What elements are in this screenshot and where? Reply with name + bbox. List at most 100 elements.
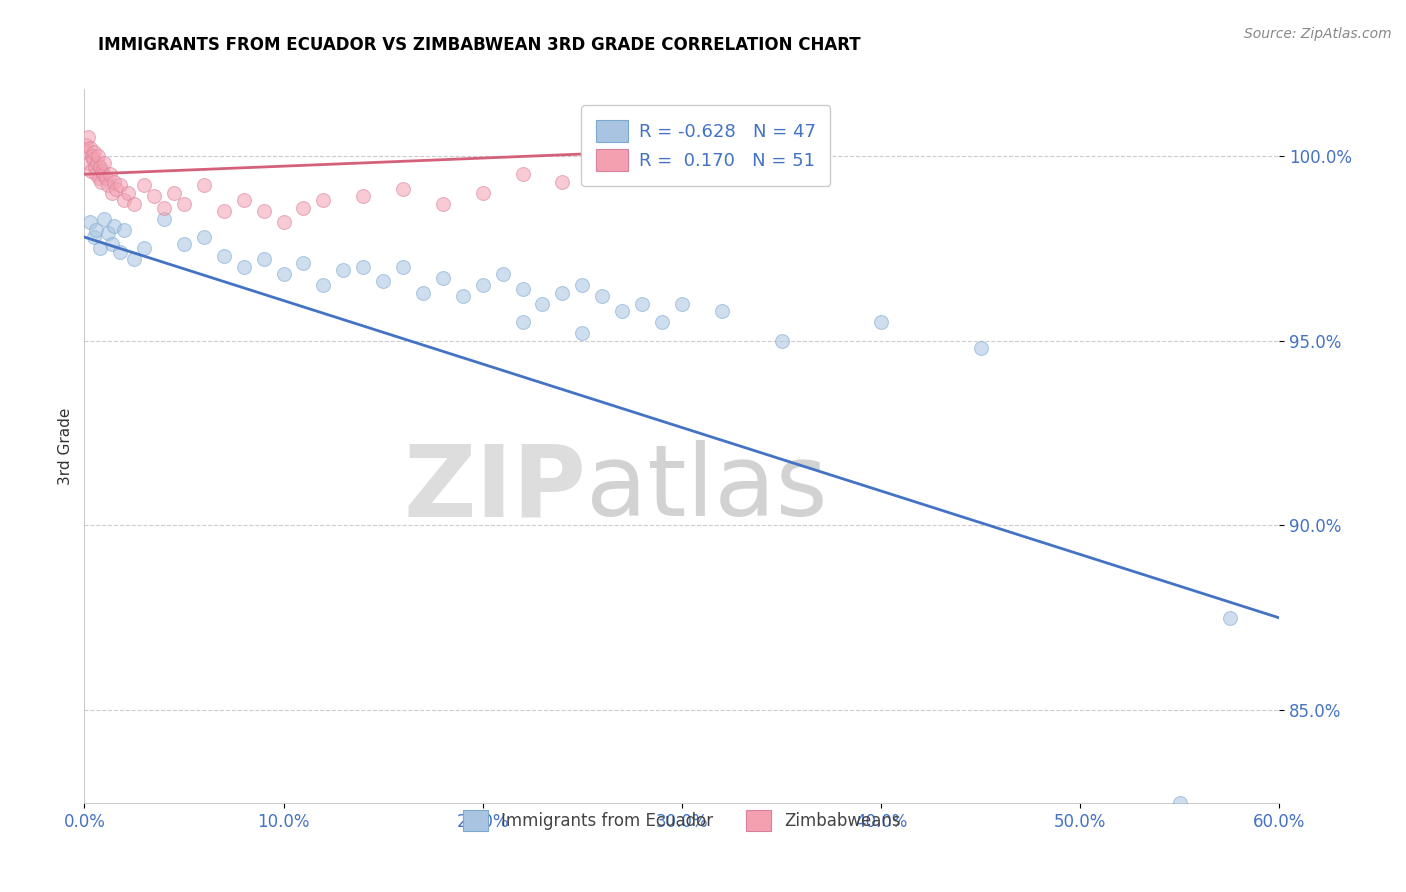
Point bbox=[631, 167, 654, 181]
Point bbox=[571, 278, 593, 293]
Point bbox=[112, 193, 135, 207]
Point bbox=[710, 141, 733, 155]
Point bbox=[352, 189, 374, 203]
Point bbox=[153, 211, 176, 226]
Point bbox=[79, 215, 101, 229]
Point bbox=[512, 282, 534, 296]
Point bbox=[193, 178, 215, 193]
Point bbox=[153, 201, 176, 215]
Point bbox=[631, 296, 654, 310]
Point bbox=[82, 153, 104, 167]
Point bbox=[312, 278, 335, 293]
Point bbox=[163, 186, 186, 200]
Point bbox=[122, 196, 145, 211]
Point bbox=[77, 130, 100, 145]
Point bbox=[101, 186, 124, 200]
Point bbox=[432, 196, 454, 211]
Point bbox=[122, 252, 145, 267]
Point bbox=[117, 186, 139, 200]
Point bbox=[352, 260, 374, 274]
Point bbox=[551, 175, 574, 189]
Point bbox=[373, 275, 395, 289]
Point bbox=[97, 178, 120, 193]
Point bbox=[173, 196, 195, 211]
Point bbox=[1219, 611, 1241, 625]
Text: atlas: atlas bbox=[586, 441, 828, 537]
Point bbox=[392, 182, 415, 196]
Point bbox=[710, 304, 733, 318]
Point bbox=[143, 189, 166, 203]
Point bbox=[83, 145, 105, 159]
Point bbox=[671, 149, 693, 163]
Point bbox=[332, 263, 354, 277]
Point bbox=[770, 334, 793, 348]
Point bbox=[97, 227, 120, 241]
Point bbox=[591, 289, 613, 303]
Point bbox=[91, 167, 114, 181]
Point bbox=[79, 156, 101, 170]
Point bbox=[89, 170, 111, 185]
Point bbox=[98, 167, 121, 181]
Point bbox=[531, 296, 554, 310]
Point bbox=[86, 223, 108, 237]
Point bbox=[87, 149, 110, 163]
Point bbox=[79, 141, 101, 155]
Legend: Immigrants from Ecuador, Zimbabweans: Immigrants from Ecuador, Zimbabweans bbox=[456, 804, 908, 838]
Point bbox=[312, 193, 335, 207]
Point bbox=[1168, 796, 1191, 810]
Point bbox=[292, 201, 315, 215]
Y-axis label: 3rd Grade: 3rd Grade bbox=[58, 408, 73, 484]
Point bbox=[671, 296, 693, 310]
Point bbox=[193, 230, 215, 244]
Point bbox=[232, 193, 254, 207]
Point bbox=[451, 289, 474, 303]
Point bbox=[80, 163, 103, 178]
Point bbox=[89, 241, 111, 255]
Point bbox=[970, 341, 993, 355]
Point bbox=[253, 204, 276, 219]
Text: Source: ZipAtlas.com: Source: ZipAtlas.com bbox=[1244, 27, 1392, 41]
Point bbox=[75, 137, 97, 152]
Point bbox=[471, 186, 494, 200]
Text: ZIP: ZIP bbox=[404, 441, 586, 537]
Point bbox=[292, 256, 315, 270]
Point bbox=[273, 215, 295, 229]
Point bbox=[93, 211, 115, 226]
Point bbox=[110, 178, 132, 193]
Text: IMMIGRANTS FROM ECUADOR VS ZIMBABWEAN 3RD GRADE CORRELATION CHART: IMMIGRANTS FROM ECUADOR VS ZIMBABWEAN 3R… bbox=[98, 36, 860, 54]
Point bbox=[870, 315, 893, 329]
Point bbox=[432, 270, 454, 285]
Point bbox=[83, 230, 105, 244]
Point bbox=[91, 163, 114, 178]
Point bbox=[212, 249, 235, 263]
Point bbox=[96, 170, 118, 185]
Point bbox=[412, 285, 434, 300]
Point bbox=[392, 260, 415, 274]
Point bbox=[612, 304, 634, 318]
Point bbox=[591, 156, 613, 170]
Point bbox=[86, 167, 108, 181]
Point bbox=[132, 241, 156, 255]
Point bbox=[112, 223, 135, 237]
Point bbox=[86, 156, 108, 170]
Point bbox=[82, 149, 104, 163]
Point bbox=[103, 219, 125, 233]
Point bbox=[84, 160, 107, 174]
Point bbox=[93, 156, 115, 170]
Point bbox=[105, 182, 128, 196]
Point bbox=[651, 315, 673, 329]
Point bbox=[253, 252, 276, 267]
Point bbox=[273, 267, 295, 281]
Point bbox=[471, 278, 494, 293]
Point bbox=[101, 237, 124, 252]
Point bbox=[110, 244, 132, 259]
Point bbox=[492, 267, 515, 281]
Point bbox=[173, 237, 195, 252]
Point bbox=[512, 167, 534, 181]
Point bbox=[571, 326, 593, 341]
Point bbox=[103, 175, 125, 189]
Point bbox=[512, 315, 534, 329]
Point bbox=[551, 285, 574, 300]
Point bbox=[76, 145, 98, 159]
Point bbox=[232, 260, 254, 274]
